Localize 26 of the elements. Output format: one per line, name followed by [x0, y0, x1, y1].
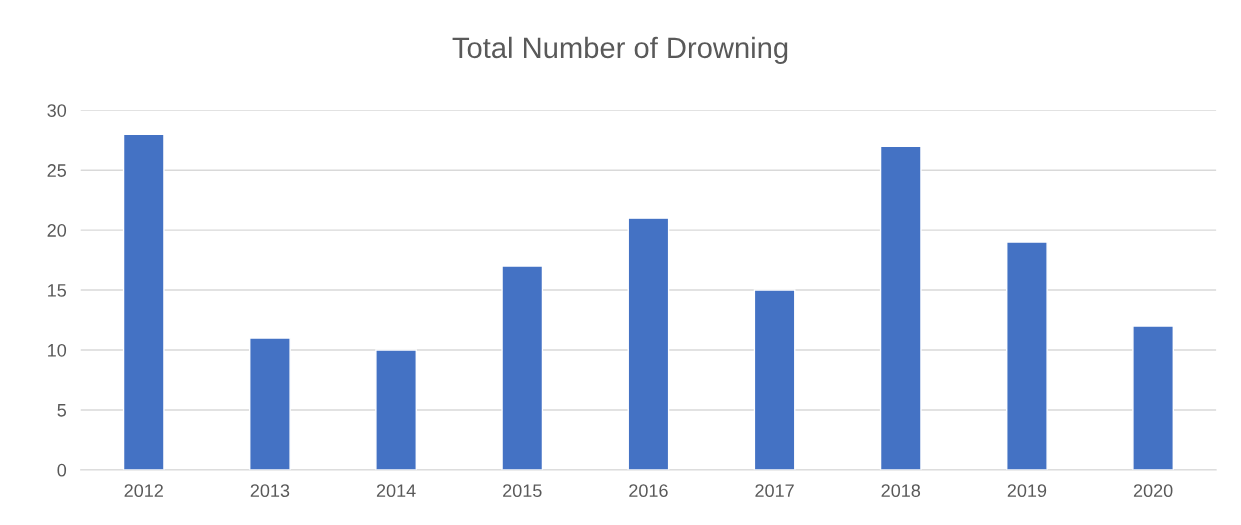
x-tick-label: 2014	[376, 484, 416, 498]
bar	[753, 289, 796, 470]
x-tick-label: 2013	[250, 484, 290, 498]
bar	[375, 349, 417, 470]
x-tick-label: 2019	[1007, 484, 1047, 498]
x-tick-label: 2017	[755, 484, 794, 498]
y-tick-label: 0	[57, 463, 67, 477]
bar	[1132, 325, 1174, 470]
bar	[1006, 241, 1048, 470]
x-tick-label: 2016	[629, 484, 668, 498]
y-tick-label: 5	[57, 404, 67, 417]
x-tick-label: 2015	[503, 484, 542, 498]
y-tick-label: 30	[47, 104, 67, 117]
x-tick-label: 2018	[881, 484, 921, 498]
y-tick-label: 25	[47, 164, 67, 177]
x-tick-label: 2020	[1133, 484, 1173, 498]
bar	[122, 133, 165, 470]
bar	[249, 337, 291, 470]
bar	[501, 265, 544, 470]
y-tick-label: 20	[47, 224, 67, 237]
chart-title: Total Number of Drowning	[452, 36, 788, 64]
bar	[627, 217, 670, 470]
y-tick-label: 10	[48, 343, 67, 357]
bar	[879, 145, 922, 470]
y-tick-label: 15	[48, 284, 67, 297]
x-tick-label: 2012	[124, 484, 163, 498]
